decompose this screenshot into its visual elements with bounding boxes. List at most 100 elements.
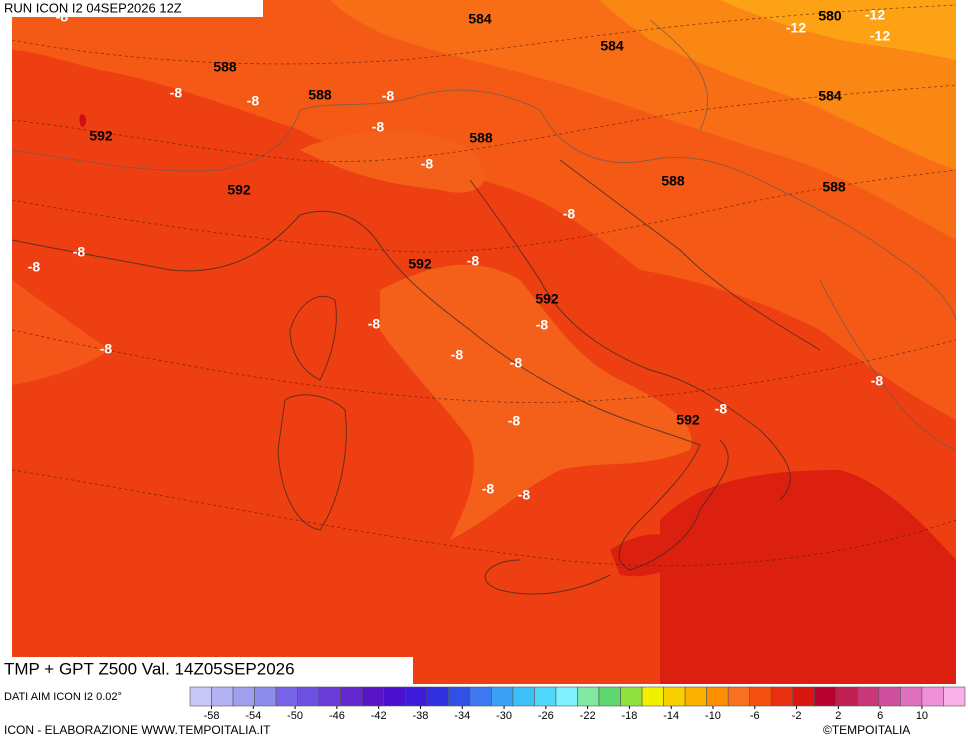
colorbar-swatch [318, 686, 341, 707]
colorbar-swatch [340, 686, 363, 707]
colorbar-swatch [684, 686, 707, 707]
colorbar-tick-label: -10 [705, 710, 721, 722]
colorbar-tick-label: -54 [245, 710, 261, 722]
contour-label: 580 [818, 8, 842, 24]
contour-label: -8 [508, 413, 521, 429]
colorbar-tick-label: -18 [621, 710, 637, 722]
contour-label: 592 [89, 128, 113, 144]
colorbar-swatch [598, 686, 621, 707]
colorbar-tick-label: -38 [413, 710, 429, 722]
contour-label: -8 [536, 317, 549, 333]
contour-label: -8 [510, 355, 523, 371]
contour-label: 588 [213, 59, 237, 75]
colorbar-tick-label: -30 [496, 710, 512, 722]
colorbar-swatch [878, 686, 901, 707]
colorbar-swatch [491, 686, 514, 707]
colorbar-swatch [620, 686, 643, 707]
contour-labels: 584 580 -12 -12 -12 584 588 -8 -8 588 -8 -8 584 592 58… [28, 7, 891, 503]
colorbar-swatch [383, 686, 406, 707]
colorbar-tick-label: 10 [916, 710, 928, 722]
contour-label: -8 [368, 316, 381, 332]
contour-label: -8 [382, 88, 395, 104]
colorbar-swatch [749, 686, 772, 707]
run-label: RUN ICON I2 04SEP2026 12Z [4, 0, 182, 15]
colorbar-swatch [232, 686, 255, 707]
colorbar-swatch [469, 686, 492, 707]
source-label: DATI AIM ICON I2 0.02° [4, 691, 122, 703]
colorbar-swatch [857, 686, 880, 707]
colorbar-swatch [404, 686, 428, 707]
colorbar-tick-label: -6 [750, 710, 760, 722]
colorbar-swatch [770, 686, 794, 707]
colorbar-tick-label: -34 [454, 710, 470, 722]
colorbar-swatch [792, 686, 815, 707]
colorbar-swatch [814, 686, 837, 707]
colorbar-swatch [835, 686, 858, 707]
borders [11, 19, 957, 451]
colorbar-tick-label: 2 [835, 710, 841, 722]
contour-label: -8 [871, 373, 884, 389]
colorbar-tick-label: -22 [580, 710, 596, 722]
contour-label: 592 [408, 256, 432, 272]
contour-label: -12 [865, 7, 885, 23]
contour-label: -8 [518, 487, 531, 503]
colorbar-tick-label: -58 [204, 710, 220, 722]
contour-label: -8 [372, 119, 385, 135]
colorbar-tick-label: -2 [792, 710, 802, 722]
colorbar-swatch [727, 686, 751, 707]
colorbar-swatch [921, 686, 944, 707]
colorbar-swatch [663, 686, 686, 707]
colorbar-swatch [706, 686, 729, 707]
colorbar-swatch [211, 686, 234, 707]
header-box [0, 0, 263, 17]
colorbar-swatch [189, 686, 212, 707]
contour-label: 588 [661, 173, 685, 189]
contour-label: -8 [467, 253, 480, 269]
coastlines [11, 159, 821, 595]
contour-label: 584 [600, 38, 624, 54]
contour-label: -12 [870, 28, 890, 44]
contour-label: -8 [28, 259, 41, 275]
contour-label: -8 [73, 244, 86, 260]
contour-label: -8 [563, 206, 576, 222]
colorbar-swatch [555, 686, 578, 707]
credit-label: ICON - ELABORAZIONE WWW.TEMPOITALIA.IT [4, 723, 271, 737]
contour-label: 592 [535, 291, 559, 307]
contour-label: -8 [421, 156, 434, 172]
colorbar-swatch [577, 686, 600, 707]
contour-label: -12 [786, 20, 806, 36]
colorbar-swatch [275, 686, 298, 707]
colorbar-swatch [297, 686, 320, 707]
brand-label: ©TEMPOITALIA [823, 723, 910, 737]
title-box [0, 657, 413, 684]
contour-label: -8 [715, 401, 728, 417]
colorbar-swatch [512, 686, 535, 707]
colorbar-swatch [641, 686, 664, 707]
contour-label: -8 [100, 341, 113, 357]
contour-label: 588 [308, 87, 332, 103]
colorbar-swatch [534, 686, 557, 707]
contour-label: -8 [482, 481, 495, 497]
contour-label: -8 [247, 93, 260, 109]
colorbar-tick-label: -42 [371, 710, 387, 722]
colorbar-tick-label: 6 [877, 710, 883, 722]
colorbar-tick-label: -50 [287, 710, 303, 722]
contour-label: -8 [451, 347, 464, 363]
geopotential-isolines [11, 4, 957, 567]
colorbar-tick-label: -26 [538, 710, 554, 722]
colorbar-swatch [900, 686, 923, 707]
contour-label: 584 [468, 11, 492, 27]
colorbar-swatch [448, 686, 471, 707]
colorbar-swatch [943, 686, 966, 707]
contour-label: 592 [676, 412, 700, 428]
contour-label: 592 [227, 182, 251, 198]
colorbar-swatch [426, 686, 449, 707]
colorbar-tick-label: -46 [329, 710, 345, 722]
contour-label: -8 [170, 85, 183, 101]
colorbar-tick-label: -14 [663, 710, 679, 722]
contour-label: 588 [469, 130, 493, 146]
map-background [12, 0, 956, 684]
contour-label: 588 [822, 179, 846, 195]
contour-label: 584 [818, 88, 842, 104]
